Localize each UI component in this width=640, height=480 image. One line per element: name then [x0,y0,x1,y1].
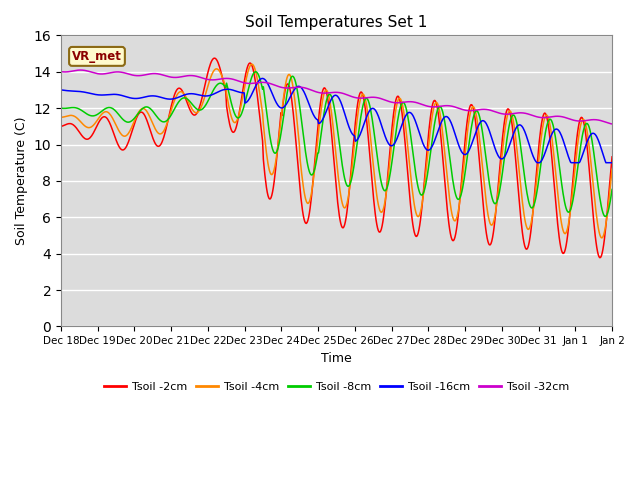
Text: VR_met: VR_met [72,50,122,63]
Title: Soil Temperatures Set 1: Soil Temperatures Set 1 [245,15,428,30]
Y-axis label: Soil Temperature (C): Soil Temperature (C) [15,117,28,245]
Legend: Tsoil -2cm, Tsoil -4cm, Tsoil -8cm, Tsoil -16cm, Tsoil -32cm: Tsoil -2cm, Tsoil -4cm, Tsoil -8cm, Tsoi… [100,378,573,396]
X-axis label: Time: Time [321,352,352,365]
